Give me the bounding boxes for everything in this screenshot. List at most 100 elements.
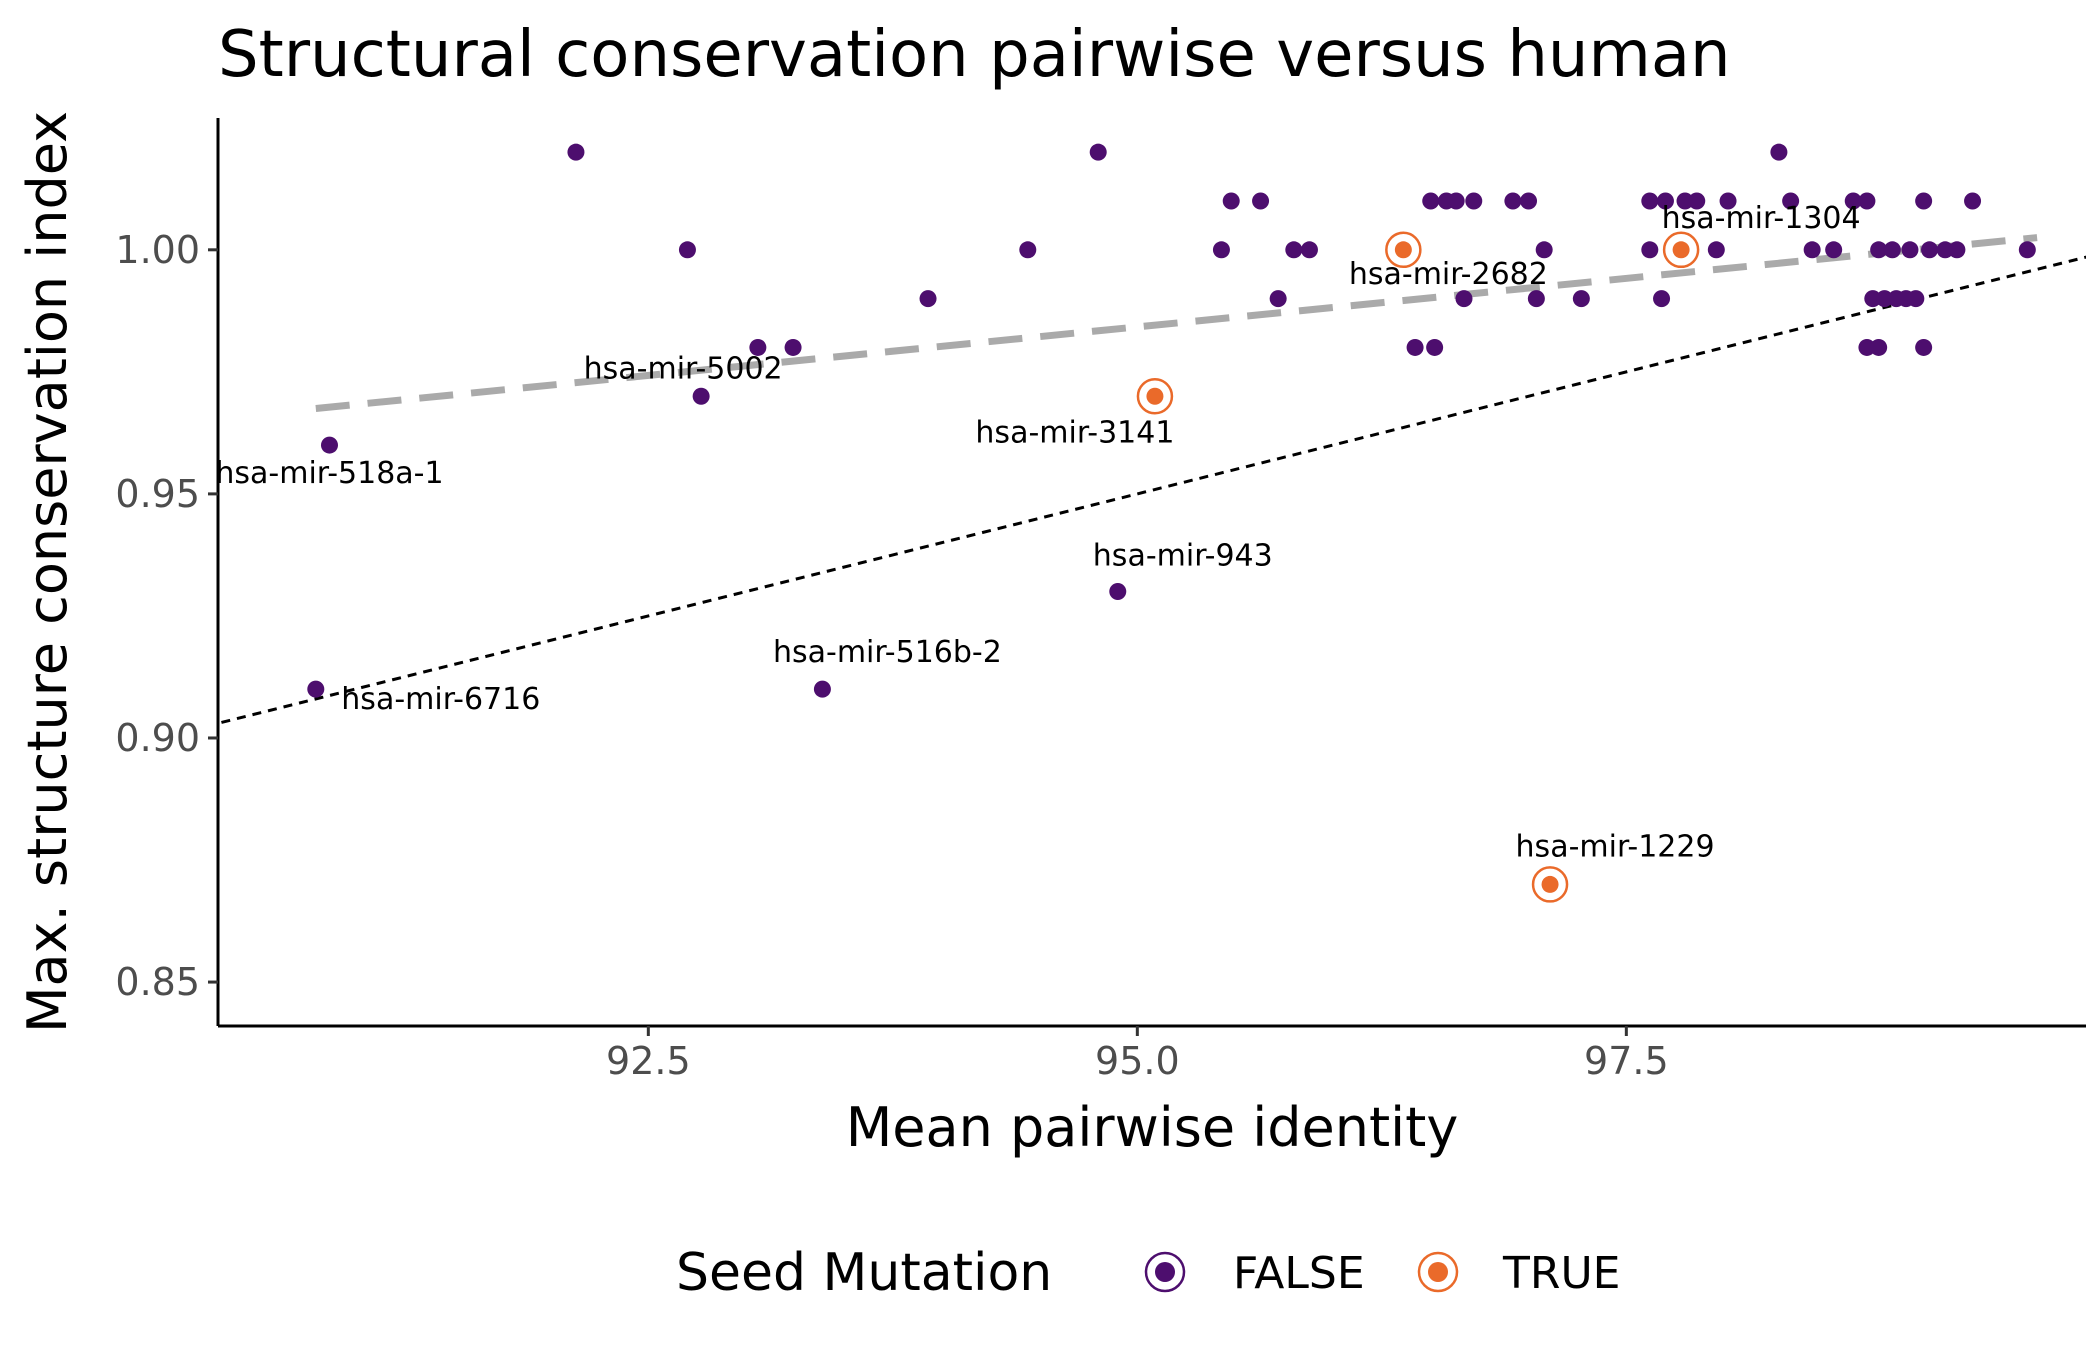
point-false <box>813 680 831 698</box>
point-false <box>1915 192 1933 210</box>
legend-label-true: TRUE <box>1502 1248 1620 1299</box>
points-layer <box>307 143 2036 903</box>
point-false <box>1212 241 1230 259</box>
point-false <box>1455 290 1473 308</box>
plot-panel <box>218 143 2086 903</box>
point-false <box>1520 192 1538 210</box>
point-label: hsa-mir-2682 <box>1349 257 1548 292</box>
point-label: hsa-mir-1304 <box>1662 201 1861 236</box>
point-false <box>1870 241 1888 259</box>
point-false <box>1406 338 1424 356</box>
x-tick-label: 95.0 <box>1095 1039 1180 1083</box>
y-axis-ticks: 0.85 0.90 0.95 1.00 <box>115 228 218 1004</box>
point-false <box>1921 241 1939 259</box>
trend-line <box>315 234 2038 412</box>
point-false <box>749 338 767 356</box>
point-false <box>1535 241 1553 259</box>
point-false <box>1870 338 1888 356</box>
y-tick-label: 0.85 <box>115 960 200 1004</box>
point-false <box>1269 290 1287 308</box>
point-true-ring <box>1136 378 1174 415</box>
point-false <box>1285 241 1303 259</box>
point-false <box>1858 338 1876 356</box>
point-false <box>1572 290 1590 308</box>
point-false <box>1656 192 1674 210</box>
point-false <box>1447 192 1465 210</box>
point-false <box>1864 290 1882 308</box>
point-false <box>1653 290 1671 308</box>
point-false <box>1707 241 1725 259</box>
point-false <box>1901 241 1919 259</box>
point-false <box>1948 241 1966 259</box>
legend-item-true: TRUE <box>1417 1248 1620 1299</box>
point-false <box>1422 192 1440 210</box>
point-false <box>320 436 338 454</box>
legend: Seed Mutation FALSE TRUE <box>676 1243 1620 1303</box>
point-false <box>1641 192 1659 210</box>
point-true-ring <box>1531 866 1569 903</box>
point-false <box>1858 192 1876 210</box>
x-tick-label: 92.5 <box>606 1039 691 1083</box>
point-false <box>1504 192 1522 210</box>
point-false <box>1252 192 1270 210</box>
y-axis-title: Max. structure conservation index <box>16 111 79 1033</box>
point-false <box>784 338 802 356</box>
identity-reference-line <box>218 255 2086 725</box>
chart-title: Structural conservation pairwise versus … <box>218 18 1731 92</box>
point-false <box>1876 290 1894 308</box>
point-false <box>919 290 937 308</box>
point-false <box>692 387 710 405</box>
point-false <box>1222 192 1240 210</box>
point-false <box>1300 241 1318 259</box>
point-true <box>1672 241 1690 259</box>
point-false <box>1465 192 1483 210</box>
y-tick-label: 1.00 <box>115 228 200 272</box>
point-false <box>1019 241 1037 259</box>
point-true <box>1394 241 1412 259</box>
point-true <box>1146 387 1164 405</box>
legend-key-true-ring <box>1417 1251 1459 1293</box>
point-false <box>1089 143 1107 161</box>
point-false <box>1844 192 1862 210</box>
point-label: hsa-mir-518a-1 <box>215 456 443 491</box>
x-tick-label: 97.5 <box>1584 1039 1669 1083</box>
point-label: hsa-mir-3141 <box>975 415 1174 450</box>
point-false <box>307 680 325 698</box>
point-false <box>567 143 585 161</box>
point-true-ring <box>1385 231 1422 269</box>
point-true-ring <box>1662 231 1700 269</box>
x-axis-title: Mean pairwise identity <box>846 1096 1459 1159</box>
point-label: hsa-mir-1229 <box>1516 829 1715 864</box>
legend-key-true-dot <box>1428 1262 1448 1282</box>
legend-key-false-ring <box>1144 1251 1186 1293</box>
point-label: hsa-mir-943 <box>1093 539 1273 574</box>
y-tick-label: 0.95 <box>115 472 200 516</box>
point-false <box>1641 241 1659 259</box>
point-false <box>1527 290 1545 308</box>
point-false <box>1915 338 1933 356</box>
point-false <box>1964 192 1982 210</box>
point-label: hsa-mir-6716 <box>341 682 540 717</box>
point-false <box>1426 338 1444 356</box>
point-false <box>1676 192 1694 210</box>
point-false <box>1688 192 1706 210</box>
point-false <box>1803 241 1821 259</box>
point-false <box>1109 583 1127 601</box>
point-true <box>1541 875 1559 893</box>
point-label: hsa-mir-516b-2 <box>773 635 1002 670</box>
point-false <box>1719 192 1737 210</box>
legend-key-false-dot <box>1155 1262 1175 1282</box>
x-axis-ticks: 92.5 95.0 97.5 <box>606 1026 1669 1083</box>
point-false <box>1883 241 1901 259</box>
point-false <box>1907 290 1925 308</box>
point-false <box>1936 241 1954 259</box>
legend-title: Seed Mutation <box>676 1243 1052 1303</box>
point-false <box>1825 241 1843 259</box>
point-label: hsa-mir-5002 <box>584 351 783 386</box>
point-false <box>1770 143 1788 161</box>
legend-item-false: FALSE <box>1144 1248 1365 1299</box>
point-false <box>2018 241 2036 259</box>
annotations-layer: hsa-mir-518a-1 hsa-mir-5002 hsa-mir-3141 hs… <box>215 201 1860 865</box>
point-false <box>1782 192 1800 210</box>
